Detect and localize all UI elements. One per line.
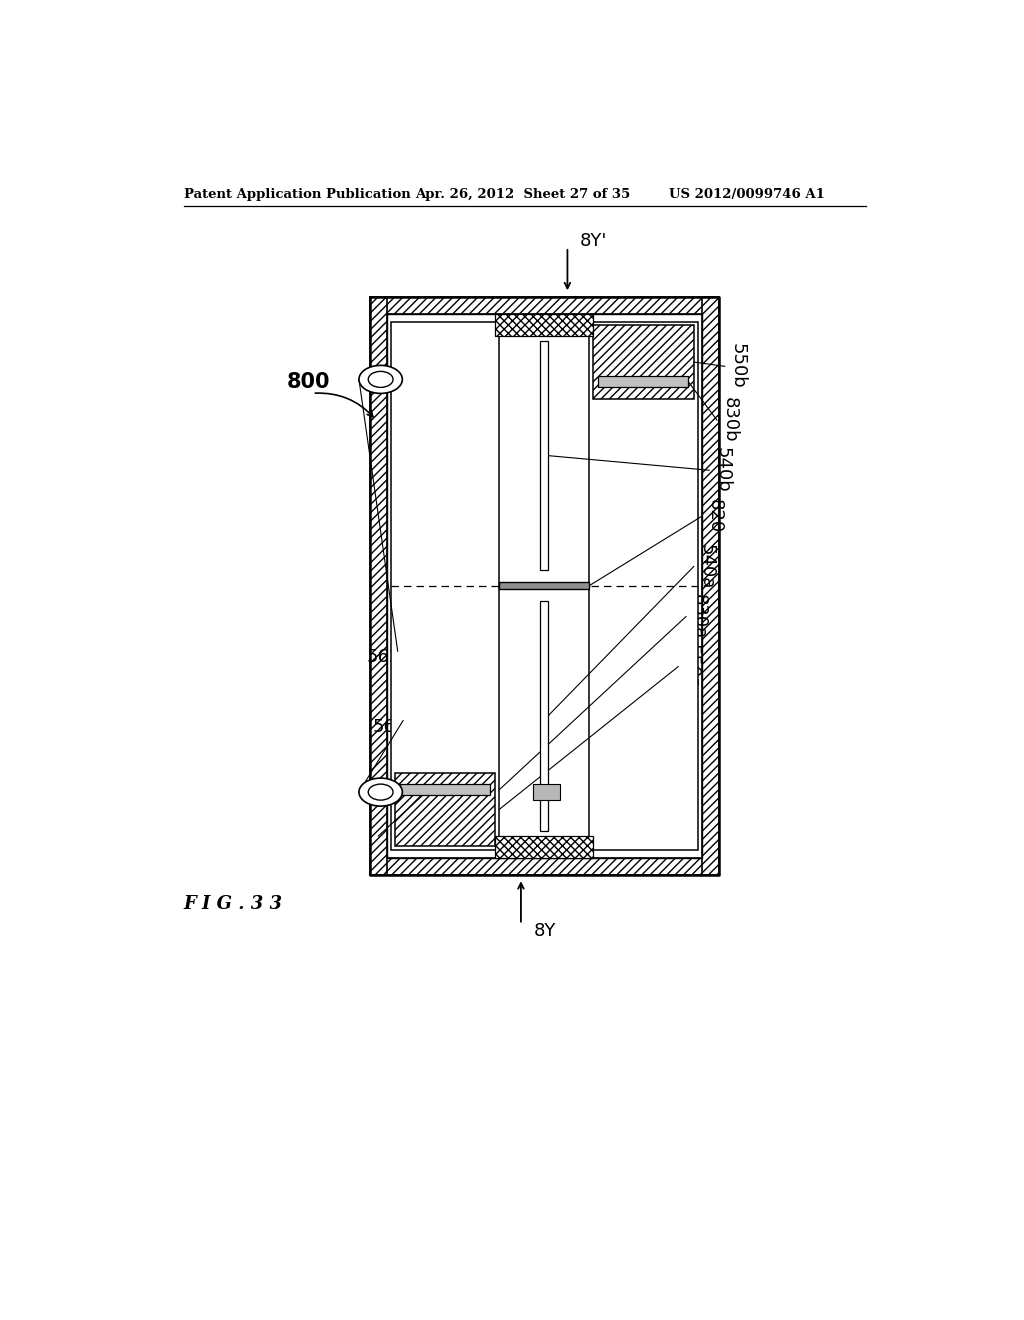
Bar xyxy=(532,784,560,800)
Text: 540a: 540a xyxy=(697,544,716,589)
Text: Patent Application Publication: Patent Application Publication xyxy=(183,187,411,201)
Text: 561: 561 xyxy=(372,718,407,735)
Text: 540b: 540b xyxy=(713,447,731,494)
Bar xyxy=(370,297,387,875)
Bar xyxy=(387,314,701,858)
Text: F I G . 3 3: F I G . 3 3 xyxy=(183,895,283,913)
Bar xyxy=(391,322,500,850)
Text: 830a: 830a xyxy=(690,594,708,639)
Ellipse shape xyxy=(369,371,393,387)
Text: 562: 562 xyxy=(367,648,401,667)
Text: 820: 820 xyxy=(706,499,723,533)
Bar xyxy=(496,314,593,335)
Bar xyxy=(370,858,719,875)
Bar xyxy=(701,297,719,875)
Text: 550a: 550a xyxy=(682,644,700,689)
Text: 8Y: 8Y xyxy=(534,921,556,940)
Ellipse shape xyxy=(359,366,402,393)
Text: 510: 510 xyxy=(391,788,426,807)
Bar xyxy=(496,836,593,858)
Ellipse shape xyxy=(369,784,393,800)
Text: US 2012/0099746 A1: US 2012/0099746 A1 xyxy=(669,187,824,201)
Bar xyxy=(370,297,719,314)
Text: Apr. 26, 2012  Sheet 27 of 35: Apr. 26, 2012 Sheet 27 of 35 xyxy=(415,187,630,201)
Text: 800: 800 xyxy=(287,372,331,392)
Ellipse shape xyxy=(359,777,402,807)
Bar xyxy=(589,322,697,850)
Bar xyxy=(598,376,688,387)
Bar xyxy=(394,774,496,846)
Bar xyxy=(541,601,548,830)
Bar xyxy=(541,341,548,570)
Text: 830b: 830b xyxy=(721,397,739,444)
Text: 8Y': 8Y' xyxy=(580,232,607,249)
Bar xyxy=(593,326,693,399)
Bar xyxy=(400,784,489,795)
Bar xyxy=(500,582,589,589)
Text: 550b: 550b xyxy=(729,343,746,389)
